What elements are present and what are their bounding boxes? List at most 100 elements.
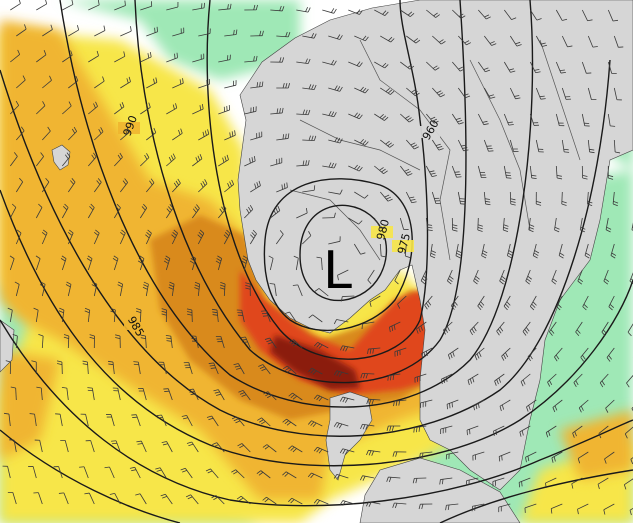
wind-barb-icon <box>224 80 237 89</box>
wind-barb-icon <box>549 321 557 336</box>
wind-barb-icon <box>561 35 573 48</box>
wind-barb-icon <box>443 321 453 335</box>
wind-barb-icon <box>367 347 381 355</box>
wind-barb-icon <box>406 139 419 150</box>
wind-barb-icon <box>84 307 91 323</box>
wind-barb-icon <box>138 388 147 401</box>
wind-barb-icon <box>452 61 465 72</box>
wind-barb-icon <box>302 231 312 245</box>
wind-barb-icon <box>85 440 95 453</box>
wind-barb-icon <box>219 282 226 297</box>
wind-barb-icon <box>507 243 514 259</box>
wind-barb-icon <box>161 308 167 323</box>
wind-barb-icon <box>93 229 100 245</box>
wind-barb-icon <box>373 217 386 229</box>
wind-barb-icon <box>61 152 71 167</box>
wind-barb-icon <box>631 406 633 412</box>
wind-barb-icon <box>313 446 329 454</box>
wind-barb-icon <box>492 477 505 487</box>
wind-barb-icon <box>62 0 74 11</box>
wind-barb-icon <box>39 281 46 297</box>
wind-barb-icon <box>493 425 505 437</box>
wind-barb-icon <box>212 442 225 453</box>
wind-barb-icon <box>93 178 102 193</box>
isobar-line <box>299 204 388 302</box>
wind-barb-icon <box>146 26 158 37</box>
wind-barb-icon <box>405 191 417 204</box>
wind-barb-icon <box>62 101 72 115</box>
wind-barb-icon <box>477 217 483 232</box>
wind-barb-icon <box>577 503 589 515</box>
wind-barb-icon <box>472 451 485 461</box>
wind-barb-icon <box>160 493 173 505</box>
wind-barb-icon <box>551 269 558 285</box>
wind-barb-icon <box>249 229 257 245</box>
wind-barb-icon <box>35 203 43 219</box>
wind-barb-icon <box>10 100 20 115</box>
wind-barb-icon <box>545 425 557 438</box>
wind-barb-icon <box>68 25 80 37</box>
wind-barb-icon <box>165 204 174 219</box>
wind-barb-icon <box>80 413 89 427</box>
wind-barb-icon <box>166 52 178 63</box>
wind-barb-icon <box>374 9 389 16</box>
wind-barb-icon <box>322 212 336 219</box>
wind-barb-icon <box>68 126 78 141</box>
wind-barb-icon <box>218 204 227 219</box>
wind-barb-icon <box>268 255 274 271</box>
wind-barb-icon <box>60 255 67 271</box>
wind-barb-icon <box>117 281 124 297</box>
wind-barb-icon <box>473 399 485 411</box>
wind-barb-icon <box>270 107 284 115</box>
wind-barb-icon <box>558 243 565 259</box>
wind-barb-icon <box>561 87 572 100</box>
wind-barb-icon <box>231 416 245 427</box>
wind-barb-icon <box>393 399 407 407</box>
wind-barb-icon <box>302 135 317 142</box>
wind-barb-icon <box>477 165 487 179</box>
wind-barb-icon <box>112 387 121 401</box>
wind-barb-icon <box>270 5 285 12</box>
wind-barb-icon <box>494 373 505 386</box>
wind-barb-icon <box>15 229 22 245</box>
wind-barb-icon <box>392 502 407 509</box>
wind-barb-icon <box>79 466 89 479</box>
wind-barb-icon <box>82 360 89 375</box>
wind-barb-icon <box>440 425 453 434</box>
wind-barb-icon <box>580 347 589 362</box>
wind-barb-icon <box>308 314 323 323</box>
wind-barb-icon <box>597 477 609 490</box>
wind-barb-icon <box>136 440 147 453</box>
wind-barb-icon <box>445 503 459 511</box>
isobar-line <box>0 319 633 507</box>
wind-barb-icon <box>525 269 532 285</box>
wind-barb-icon <box>552 399 563 413</box>
wind-barb-icon <box>354 139 369 146</box>
wind-barb-icon <box>421 347 433 359</box>
wind-barb-icon <box>296 207 308 219</box>
wind-barb-icon <box>481 243 488 259</box>
wind-barb-icon <box>446 399 459 410</box>
wind-barb-icon <box>499 399 511 412</box>
wind-barb-icon <box>172 128 183 141</box>
isobar-label-975: 975 <box>395 232 413 256</box>
wind-barb-icon <box>308 367 323 375</box>
wind-barb-icon <box>535 191 542 206</box>
wind-barb-icon <box>29 413 37 427</box>
wind-barb-icon <box>261 310 271 323</box>
wind-barb-icon <box>113 203 121 219</box>
wind-barb-icon <box>191 204 200 219</box>
wind-barb-icon <box>431 191 441 204</box>
wind-barb-icon <box>10 0 21 11</box>
wind-barb-icon <box>119 229 126 245</box>
wind-barb-icon <box>264 337 277 349</box>
wind-barb-icon <box>197 229 205 245</box>
wind-barb-icon <box>365 501 381 507</box>
wind-barb-icon <box>137 255 145 271</box>
wind-barb-icon <box>404 243 411 259</box>
wind-barb-icon <box>581 9 593 22</box>
wind-barb-icon <box>233 363 245 375</box>
wind-barb-icon <box>296 6 311 13</box>
wind-barb-icon <box>555 165 563 180</box>
wind-barb-icon <box>571 477 583 489</box>
